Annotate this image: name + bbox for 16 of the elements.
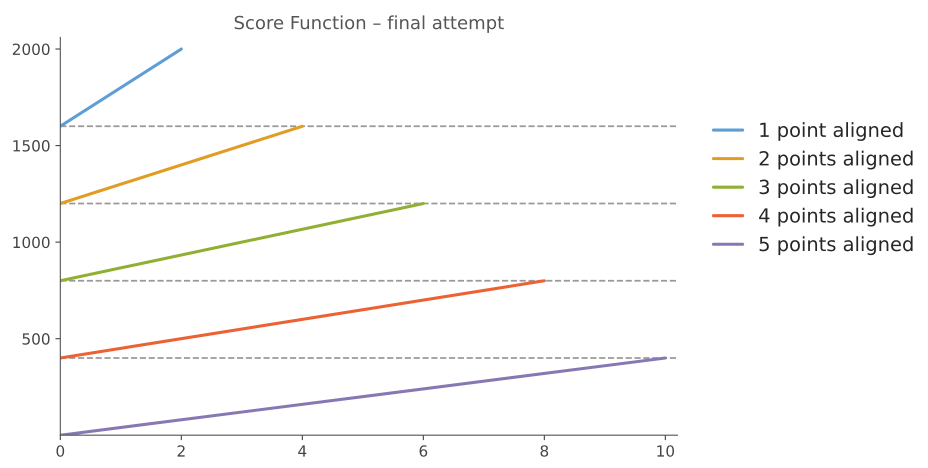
x-tick-label: 4	[298, 445, 306, 457]
y-tick-label: 500	[22, 333, 50, 345]
x-tick-label: 0	[56, 445, 64, 457]
legend-label: 4 points aligned	[759, 208, 913, 227]
legend-label: 3 points aligned	[760, 179, 913, 198]
legend-label: 2 points aligned	[760, 150, 913, 170]
x-tick-label: 8	[540, 445, 548, 457]
x-tick-label: 2	[178, 445, 185, 457]
y-tick-label: 1000	[13, 236, 50, 248]
y-tick-label: 1500	[13, 140, 50, 152]
x-tick-label: 6	[420, 445, 428, 457]
legend-label: 5 points aligned	[760, 236, 913, 256]
legend-label: 1 point aligned	[760, 122, 902, 141]
y-tick-label: 2000	[12, 43, 50, 56]
chart-title: Score Function – final attempt	[234, 15, 504, 33]
x-tick-label: 10	[657, 445, 674, 457]
